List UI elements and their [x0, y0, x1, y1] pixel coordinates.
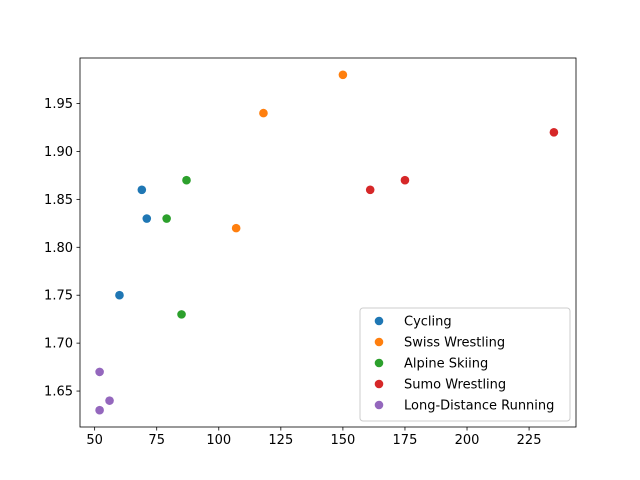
data-point-sumo-wrestling	[549, 127, 559, 137]
x-tick-label: 100	[206, 433, 231, 448]
data-point-cycling	[142, 214, 152, 223]
x-tick-label: 50	[86, 433, 103, 448]
x-tick-label: 200	[455, 433, 480, 448]
legend-marker	[374, 316, 384, 326]
x-tick-label: 150	[330, 433, 355, 448]
data-point-long-distance-running	[105, 396, 114, 405]
y-tick-label: 1.90	[44, 145, 73, 160]
data-point-sumo-wrestling	[365, 185, 375, 195]
data-point-alpine-skiing	[177, 310, 186, 319]
data-point-sumo-wrestling	[400, 175, 410, 185]
legend-label: Swiss Wrestling	[404, 336, 505, 351]
data-point-long-distance-running	[95, 367, 104, 377]
legend-box	[359, 307, 571, 422]
y-tick-label: 1.75	[44, 289, 73, 304]
x-tick-label: 125	[268, 433, 293, 448]
y-tick-label: 1.70	[44, 337, 73, 352]
plot-frame	[79, 57, 577, 428]
data-point-cycling	[137, 185, 147, 195]
data-point-alpine-skiing	[162, 214, 171, 223]
axes: 50 75 100 125 150 175 200 225 1.65 1.70 1.75 1.80 1.…	[44, 57, 577, 448]
legend-marker	[374, 379, 384, 389]
y-tick-label: 1.85	[44, 193, 73, 208]
x-tick-label: 175	[393, 433, 418, 448]
data-point-cycling	[115, 290, 124, 300]
data-point-long-distance-running	[95, 405, 104, 415]
legend-label: Sumo Wrestling	[404, 378, 506, 393]
y-tick-label: 1.65	[44, 385, 73, 400]
data-point-swiss-wrestling	[338, 70, 348, 80]
y-tick-label: 1.95	[44, 97, 73, 112]
legend: Cycling Swiss Wrestling Alpine Skiing Sumo …	[359, 307, 571, 422]
legend-marker	[374, 400, 384, 410]
data-point-swiss-wrestling	[231, 223, 241, 233]
x-tick-label: 225	[517, 433, 542, 448]
data-point-swiss-wrestling	[259, 108, 268, 118]
y-tick-label: 1.80	[44, 241, 73, 256]
legend-label: Alpine Skiing	[404, 357, 488, 372]
x-tick-label: 75	[148, 433, 165, 448]
legend-label: Long-Distance Running	[404, 399, 554, 414]
legend-marker	[374, 358, 384, 368]
data-points	[95, 70, 559, 415]
legend-label: Cycling	[404, 315, 452, 330]
data-point-alpine-skiing	[182, 175, 191, 185]
legend-marker	[374, 337, 384, 347]
